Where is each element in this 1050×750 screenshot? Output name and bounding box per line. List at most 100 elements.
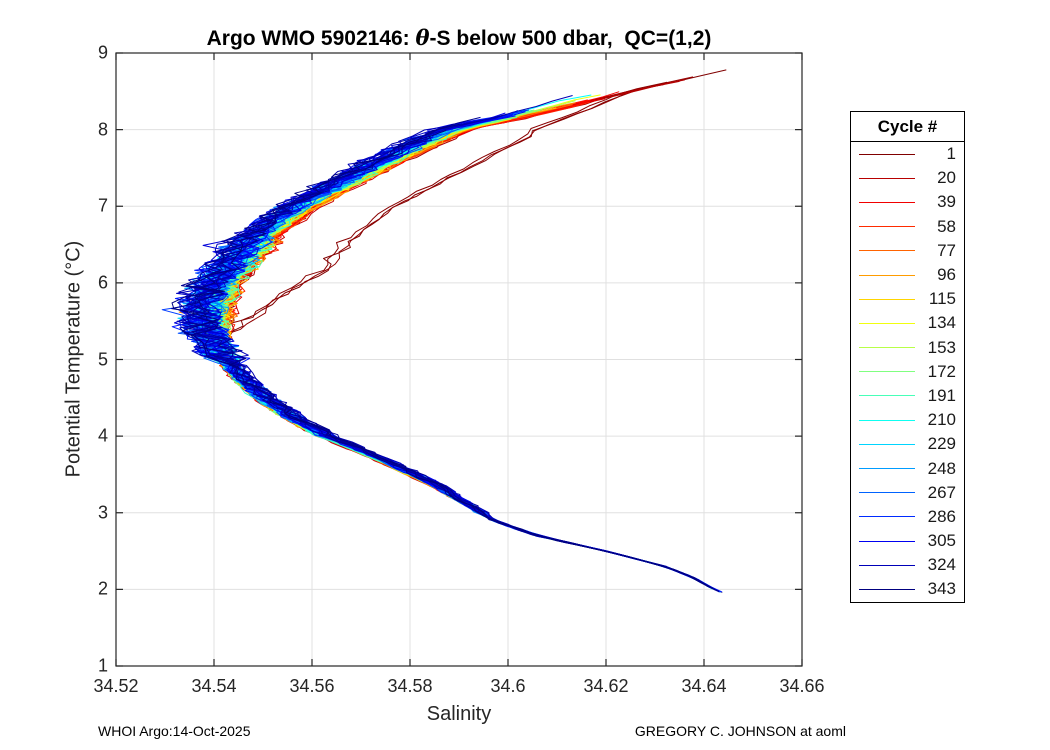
profile-line-cycle-235 — [186, 123, 722, 593]
profile-line-cycle-13 — [209, 84, 706, 585]
legend-entry-label: 267 — [927, 482, 956, 502]
legend-line-sample — [859, 298, 915, 300]
profile-line-cycle-28 — [198, 115, 716, 591]
y-tick-label: 8 — [97, 119, 108, 140]
legend-line-sample — [859, 371, 915, 373]
profile-line-cycle-313 — [174, 118, 710, 588]
chart-title: Argo WMO 5902146: θ-S below 500 dbar, QC… — [116, 25, 802, 51]
legend-entry: 229 — [851, 432, 964, 456]
profile-line-cycle-229 — [177, 114, 709, 587]
profile-line-cycle-118 — [199, 118, 718, 591]
profile-line-cycle-124 — [208, 119, 714, 590]
profile-line-cycle-232 — [194, 123, 703, 584]
x-tick-label: 34.54 — [191, 676, 237, 696]
x-tick-label: 34.66 — [779, 676, 825, 696]
profile-line-cycle-271 — [191, 118, 703, 584]
legend-entry-label: 286 — [927, 506, 956, 526]
legend-entry: 96 — [851, 263, 964, 287]
profile-line-cycle-184 — [199, 116, 714, 590]
profile-line-cycle-163 — [207, 109, 718, 592]
profile-line-cycle-244 — [185, 113, 708, 586]
profile-line-cycle-223 — [192, 111, 699, 582]
profile-line-cycle-97 — [206, 135, 712, 589]
profile-line-cycle-154 — [188, 100, 711, 588]
legend-line-sample — [859, 274, 915, 276]
profile-line-cycle-82 — [209, 126, 717, 591]
profile-line-cycle-274 — [177, 133, 710, 589]
profile-line-cycle-307 — [184, 112, 719, 592]
legend-entry: 153 — [851, 336, 964, 360]
profile-line-cycle-199 — [194, 120, 710, 588]
profile-line-cycle-79 — [208, 104, 705, 585]
title-prefix: Argo WMO 5902146: — [206, 27, 416, 50]
profile-line-cycle-295 — [194, 131, 723, 593]
legend-line-sample — [859, 588, 915, 590]
profile-line-cycle-88 — [207, 102, 701, 582]
profile-line-cycle-103 — [202, 131, 702, 583]
profile-line-cycle-43 — [202, 109, 707, 586]
profile-line-cycle-298 — [183, 115, 705, 585]
x-tick-label: 34.52 — [93, 676, 139, 696]
title-suffix: -S below 500 dbar, QC=(1,2) — [429, 27, 712, 50]
profile-line-cycle-55 — [211, 101, 709, 587]
profile-line-cycle-175 — [199, 130, 706, 585]
legend-line-sample — [859, 322, 915, 324]
profile-line-cycle-292 — [171, 113, 710, 588]
legend-entry: 1 — [851, 142, 964, 166]
legend-line-sample — [859, 250, 915, 252]
title-theta-symbol: θ — [415, 25, 430, 50]
profile-line-cycle-112 — [203, 118, 711, 589]
profile-line-cycle-190 — [196, 132, 714, 590]
profile-line-cycle-268 — [186, 124, 711, 588]
y-tick-label: 4 — [97, 425, 108, 446]
legend-entry-label: 1 — [946, 144, 956, 164]
footer-right-text: GREGORY C. JOHNSON at aoml — [634, 723, 846, 739]
profile-line-cycle-319 — [186, 120, 712, 588]
profile-line-cycle-76 — [209, 130, 704, 585]
profile-line-cycle-277 — [178, 135, 714, 590]
y-tick-label: 5 — [97, 349, 108, 369]
profile-line-cycle-109 — [203, 107, 709, 587]
legend-line-sample — [859, 201, 915, 203]
y-tick-label: 2 — [97, 578, 108, 599]
profile-line-cycle-316 — [183, 131, 720, 593]
profile-line-cycle-205 — [196, 118, 720, 592]
profile-line-cycle-67 — [204, 121, 704, 584]
profile-line-cycle-283 — [179, 110, 710, 587]
profile-line-cycle-181 — [199, 130, 702, 582]
profile-line-cycle-85 — [201, 117, 720, 592]
profile-line-cycle-106 — [209, 127, 703, 584]
legend-entry: 343 — [851, 577, 964, 601]
legend-entry: 115 — [851, 287, 964, 311]
profile-line-cycle-58 — [199, 109, 709, 587]
legend-entry: 58 — [851, 215, 964, 239]
legend-entry-label: 172 — [927, 361, 956, 381]
profile-line-cycle-193 — [192, 133, 714, 590]
profile-line-cycle-310 — [185, 114, 710, 588]
legend-line-sample — [859, 226, 915, 228]
profile-line-cycle-286 — [191, 119, 707, 586]
profile-line-cycle-214 — [187, 94, 713, 589]
profile-line-cycle-220 — [193, 114, 709, 588]
profile-line-cycle-265 — [181, 127, 712, 588]
profile-line-cycle-211 — [197, 115, 701, 583]
legend-line-sample — [859, 395, 915, 397]
profile-line-cycle-19 — [207, 79, 711, 588]
legend-entry-label: 115 — [928, 289, 956, 309]
profile-line-cycle-328 — [181, 113, 714, 590]
profile-line-cycle-130 — [199, 134, 719, 592]
profile-line-cycle-322 — [176, 127, 713, 590]
profile-line-cycle-217 — [186, 115, 713, 590]
profile-line-cycle-280 — [161, 123, 709, 588]
legend-entry-label: 153 — [927, 337, 956, 357]
profile-line-cycle-115 — [209, 129, 709, 587]
legend-entry: 248 — [851, 456, 964, 480]
profile-line-cycle-196 — [192, 109, 708, 586]
legend-entry-label: 20 — [937, 168, 956, 188]
y-tick-label: 9 — [97, 42, 108, 63]
legend-line-sample — [859, 177, 915, 179]
legend-entry-label: 305 — [927, 531, 956, 551]
profile-line-cycle-94 — [205, 111, 708, 587]
profile-line-cycle-289 — [179, 109, 715, 591]
